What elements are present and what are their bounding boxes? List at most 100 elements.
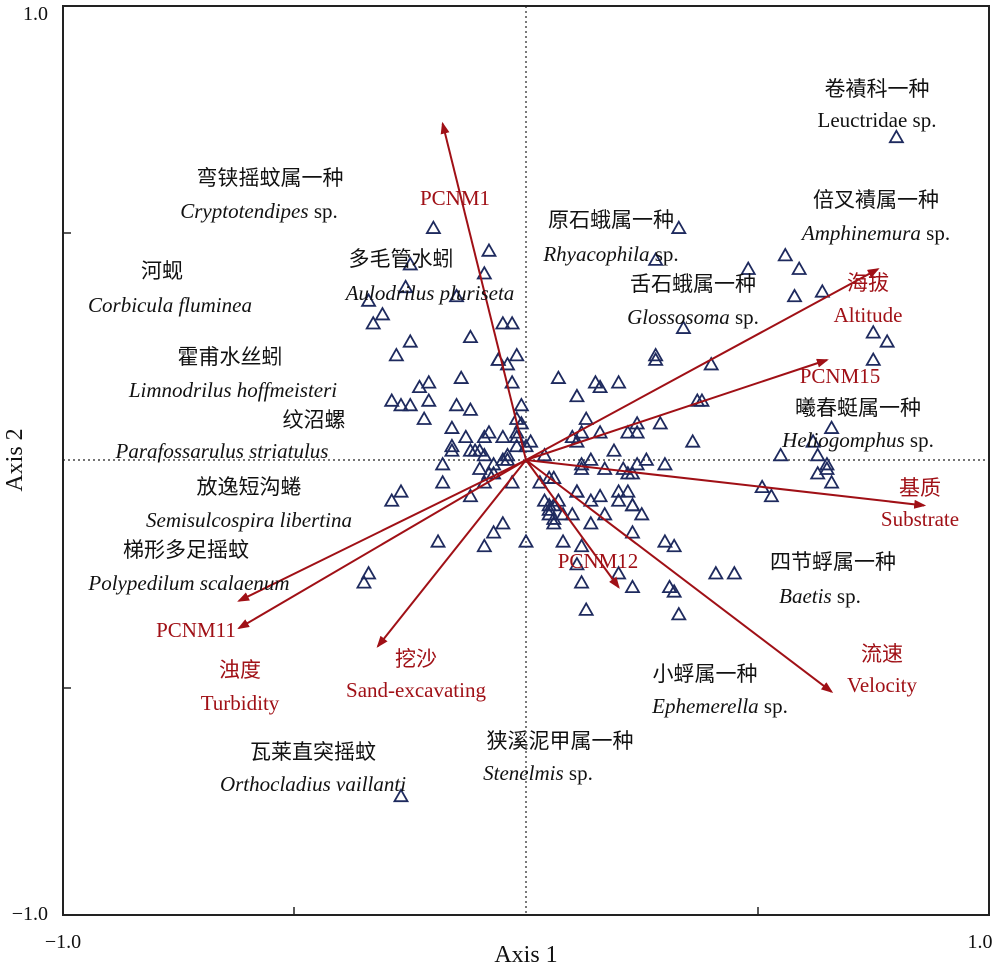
site-point <box>772 447 789 462</box>
species-zh: 四节蜉属一种 <box>770 550 896 574</box>
species-zh: 卷襀科一种 <box>825 77 930 101</box>
site-point <box>791 260 808 275</box>
vector-label-substrate-en: Substrate <box>881 507 959 531</box>
site-point <box>592 378 609 394</box>
vector-arrow <box>237 459 527 630</box>
site-point <box>629 424 646 439</box>
species-zh: 倍叉襀属一种 <box>813 188 939 212</box>
site-point <box>656 533 673 548</box>
site-point <box>517 533 535 548</box>
site-point <box>568 483 585 498</box>
y-axis-label: Axis 2 <box>2 428 28 491</box>
vector-arrow <box>525 358 829 461</box>
site-point <box>605 442 623 457</box>
site-point <box>740 260 757 275</box>
site-point <box>476 265 493 280</box>
site-point <box>392 483 410 498</box>
site-point <box>619 483 636 498</box>
site-point <box>420 392 437 407</box>
y-tick-bottom: −1.0 <box>12 903 48 925</box>
site-point <box>661 578 678 594</box>
site-point <box>360 292 377 307</box>
site-point <box>578 410 595 425</box>
site-point <box>564 506 581 521</box>
species-sci: Limnodrilus hoffmeisteri <box>128 378 337 402</box>
site-point <box>568 556 585 571</box>
vector-arrow <box>525 459 927 509</box>
species-sci: Ephemerella sp. <box>651 694 788 718</box>
site-point <box>476 538 493 553</box>
vector-label-substrate-zh: 基质 <box>899 476 941 500</box>
vector-label-pcnm11: PCNM11 <box>156 618 236 642</box>
site-point <box>471 460 488 475</box>
site-point <box>592 488 609 503</box>
site-point <box>411 378 428 394</box>
site-point <box>823 474 840 489</box>
site-point <box>443 419 460 434</box>
site-point <box>666 538 683 553</box>
site-point <box>596 506 613 521</box>
vector-label-pcnm1: PCNM1 <box>420 186 490 210</box>
site-point <box>647 251 664 266</box>
site-point <box>476 428 493 444</box>
site-point <box>545 515 562 530</box>
site-point <box>448 288 465 303</box>
vector-label-sand-en: Sand-excavating <box>346 678 486 702</box>
site-point <box>392 397 410 412</box>
site-point <box>494 451 511 466</box>
site-point <box>615 460 632 475</box>
site-point <box>805 433 822 448</box>
site-point <box>684 433 701 448</box>
site-point <box>388 347 405 362</box>
site-point <box>541 501 558 516</box>
site-point <box>448 397 465 412</box>
site-point <box>541 497 558 512</box>
species-sci: Corbicula fluminea <box>88 293 252 317</box>
species-sci: Orthocladius vaillanti <box>220 772 406 796</box>
env-vectors <box>237 121 927 694</box>
site-point <box>504 315 521 330</box>
site-point <box>726 565 743 580</box>
site-point <box>573 460 590 475</box>
site-point <box>392 788 410 803</box>
site-point <box>675 319 692 334</box>
site-point <box>647 351 664 366</box>
site-point <box>582 515 599 530</box>
site-point <box>703 356 720 371</box>
site-point <box>666 583 683 598</box>
y-tick-top: 1.0 <box>23 3 48 25</box>
site-point <box>592 424 609 439</box>
site-point <box>573 538 590 553</box>
vector-arrow <box>525 459 620 589</box>
site-point <box>582 492 599 507</box>
site-point <box>397 278 414 294</box>
site-point <box>568 388 585 403</box>
site-point <box>453 369 470 384</box>
species-sci: Heliogomphus sp. <box>781 428 934 452</box>
tick-marks <box>63 232 759 915</box>
site-point <box>443 442 460 457</box>
site-point <box>513 397 530 412</box>
site-point <box>610 492 627 507</box>
species-zh: 放逸短沟蜷 <box>197 475 302 499</box>
site-point <box>541 469 558 484</box>
site-point <box>670 219 687 234</box>
site-point <box>786 288 803 303</box>
site-point <box>402 333 419 348</box>
site-point <box>578 601 595 616</box>
site-point <box>480 242 498 257</box>
site-point <box>633 506 650 521</box>
site-point <box>582 451 599 466</box>
site-point <box>879 333 896 348</box>
site-point <box>434 456 451 471</box>
species-sci: Semisulcospira libertina <box>146 508 352 532</box>
species-plain: Leuctridae sp. <box>818 108 937 132</box>
site-point <box>888 128 905 144</box>
site-point <box>416 410 433 425</box>
species-sci: Parafossarulus striatulus <box>115 439 329 463</box>
species-sci: Polypedilum scalaenum <box>87 571 289 595</box>
species-zh: 纹沼螺 <box>283 408 346 432</box>
species-sci: Aulodrilus pluriseta <box>344 281 515 305</box>
species-zh: 瓦莱直突摇蚊 <box>250 740 376 764</box>
species-sci: Rhyacophila sp. <box>542 242 678 266</box>
